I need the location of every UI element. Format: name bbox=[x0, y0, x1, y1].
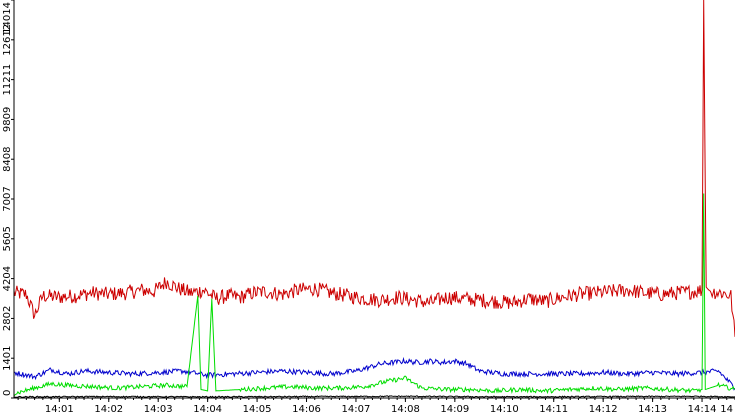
x-tick-label: 14:05 bbox=[243, 404, 272, 415]
x-tick-label: 14:14 bbox=[688, 404, 717, 415]
y-tick-label: 11211 bbox=[2, 64, 13, 96]
x-tick-label: 14:01 bbox=[45, 404, 74, 415]
x-tick-label: 14:02 bbox=[94, 404, 123, 415]
y-tick-label: 2802 bbox=[2, 306, 13, 331]
x-tick-label: 14:09 bbox=[440, 404, 469, 415]
y-tick-label: 8408 bbox=[2, 146, 13, 171]
x-tick-label: 14:04 bbox=[193, 404, 222, 415]
x-tick-label: 14:03 bbox=[144, 404, 173, 415]
y-tick-label: 5605 bbox=[2, 226, 13, 251]
y-tick-label: 12612 bbox=[2, 24, 13, 56]
series-line-3 bbox=[13, 193, 735, 397]
x-tick-label: 14:11 bbox=[539, 404, 568, 415]
y-tick-label: 9809 bbox=[2, 107, 13, 132]
x-tick-label: 14:07 bbox=[342, 404, 371, 415]
x-ticks: 14:01 14:02 14:03 14:04 14:05 14:06 14:07 14:08… bbox=[17, 398, 735, 415]
y-tick-label: 0 bbox=[2, 390, 13, 396]
series-line-2 bbox=[14, 356, 735, 391]
series-line-4 bbox=[13, 395, 735, 399]
y-tick-label: 7007 bbox=[2, 186, 13, 211]
series-line-1 bbox=[13, 0, 735, 337]
y-ticks: 0 1401 2802 4204 5605 7007 8408 9809 11211 126121… bbox=[2, 0, 14, 399]
y-tick-label: 4204 bbox=[2, 266, 13, 291]
x-tick-label: 14:06 bbox=[292, 404, 321, 415]
x-tick-label: 14:08 bbox=[391, 404, 420, 415]
x-tick-label: 14 bbox=[720, 404, 733, 415]
x-tick-label: 14:10 bbox=[490, 404, 519, 415]
x-tick-label: 14:12 bbox=[589, 404, 618, 415]
series-layer bbox=[13, 0, 735, 399]
x-tick-label: 14:13 bbox=[638, 404, 667, 415]
y-tick-label: 1401 bbox=[2, 345, 13, 370]
y-tick-label: 14014 bbox=[2, 2, 13, 34]
